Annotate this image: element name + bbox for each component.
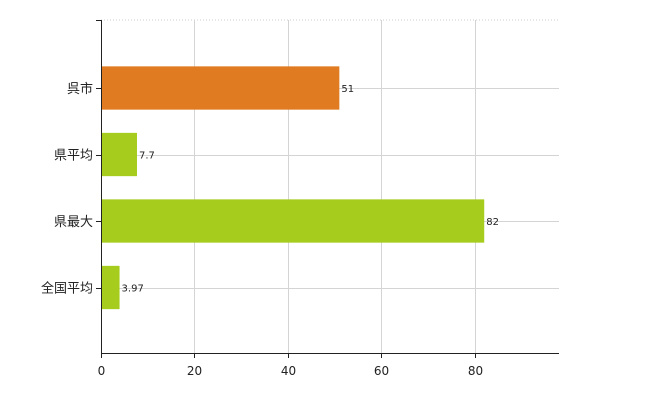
axes — [96, 20, 559, 358]
category-label: 県平均 — [54, 149, 93, 164]
x-tick-label: 40 — [281, 364, 296, 378]
category-label: 呉市 — [67, 81, 93, 97]
data-label: 7.7 — [139, 151, 155, 162]
x-tick-label: 60 — [374, 364, 389, 378]
data-label: 3.97 — [122, 284, 144, 295]
data-label: 82 — [486, 217, 499, 228]
data-label: 51 — [341, 84, 354, 95]
x-tick-label: 20 — [187, 364, 202, 378]
bar — [101, 265, 120, 310]
x-tick-label: 0 — [98, 364, 106, 378]
category-label: 全国平均 — [41, 281, 93, 297]
x-tick-label: 80 — [468, 364, 483, 378]
category-label: 県最大 — [54, 215, 93, 230]
bars — [101, 66, 485, 310]
bar — [101, 66, 340, 110]
bar — [101, 132, 137, 177]
labels: 0 20 40 60 80 呉市 51 県平均 7.7 県最大 82 全国平均 3.97 — [41, 81, 499, 378]
bar — [101, 199, 485, 243]
